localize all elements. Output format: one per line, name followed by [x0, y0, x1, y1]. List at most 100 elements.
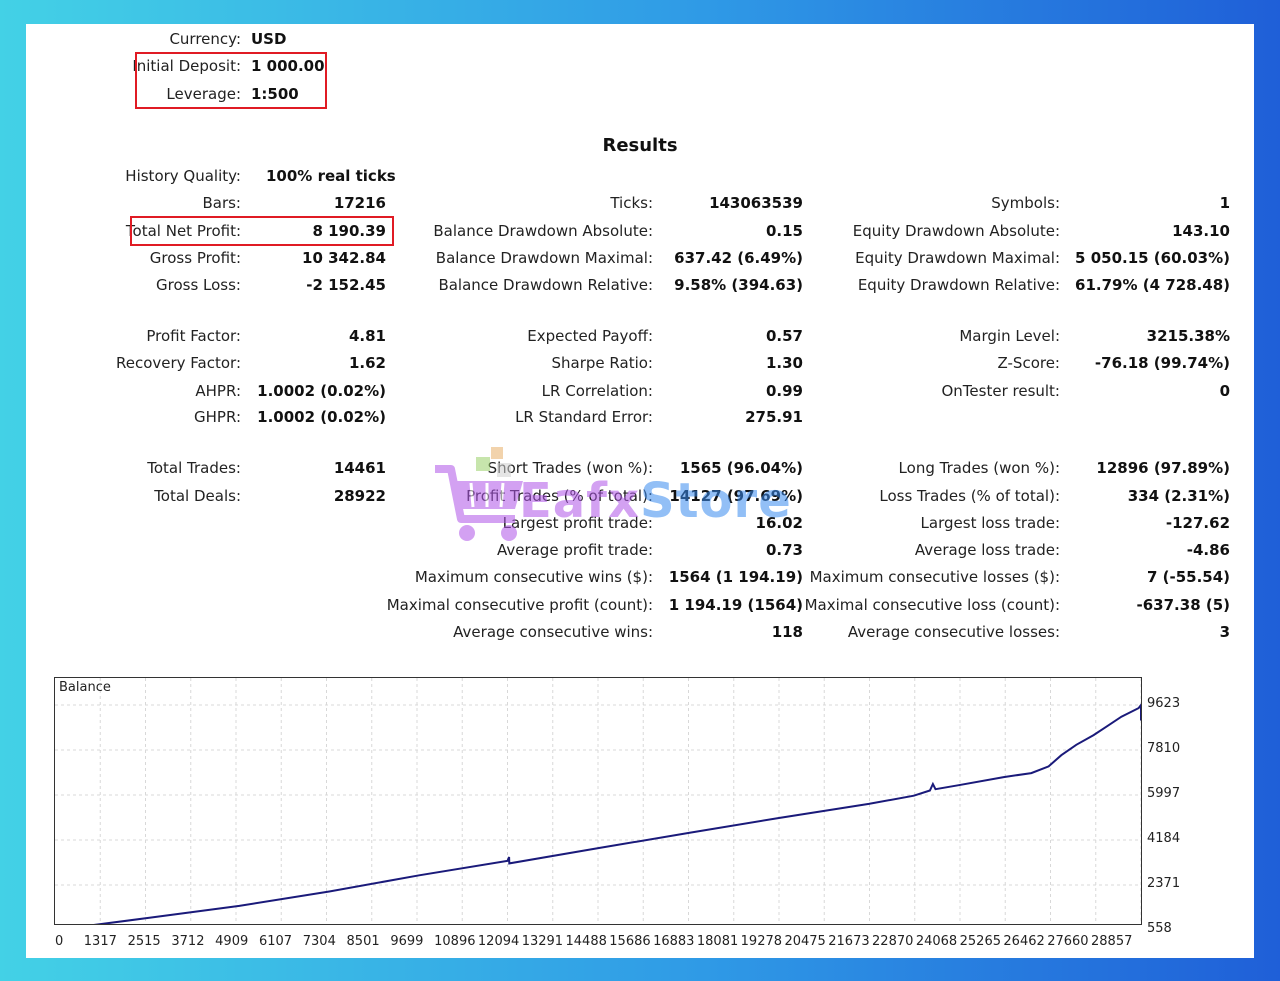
expected-payoff-value: 0.57 [765, 327, 803, 345]
recovery-factor-value: 1.62 [348, 354, 386, 372]
x-tick-label: 19278 [740, 934, 783, 949]
x-tick-label: 14488 [565, 934, 607, 949]
equity-dd-abs-value: 143.10 [1172, 222, 1230, 240]
y-tick-label: 9623 [1147, 696, 1181, 711]
report-panel: Currency: USD Initial Deposit: 1 000.00 … [26, 24, 1254, 958]
maximal-consec-profit-value: 1 194.19 (1564) [668, 596, 803, 614]
sharpe-ratio-label: Sharpe Ratio: [551, 354, 653, 372]
history-quality-value: 100% real ticks [266, 167, 396, 185]
x-tick-label: 9699 [390, 934, 424, 949]
balance-dd-abs-label: Balance Drawdown Absolute: [433, 222, 653, 240]
long-trades-label: Long Trades (won %): [898, 459, 1060, 477]
x-tick-label: 21673 [828, 934, 870, 949]
margin-level-value: 3215.38% [1146, 327, 1230, 345]
largest-loss-label: Largest loss trade: [920, 514, 1060, 532]
balance-dd-rel-value: 9.58% (394.63) [674, 276, 803, 294]
x-tick-label: 15686 [609, 934, 651, 949]
sharpe-ratio-value: 1.30 [765, 354, 803, 372]
average-profit-value: 0.73 [765, 541, 803, 559]
loss-trades-value: 334 (2.31%) [1127, 487, 1230, 505]
symbols-value: 1 [1219, 194, 1230, 212]
maximal-consec-loss-value: -637.38 (5) [1136, 596, 1230, 614]
avg-consec-wins-value: 118 [771, 623, 803, 641]
ontester-value: 0 [1219, 382, 1230, 400]
x-tick-label: 12094 [477, 934, 520, 949]
ticks-label: Ticks: [610, 194, 653, 212]
x-tick-label: 7304 [302, 934, 336, 949]
gross-profit-value: 10 342.84 [302, 249, 386, 267]
average-profit-label: Average profit trade: [496, 541, 653, 559]
x-tick-label: 16883 [653, 934, 695, 949]
lr-correlation-label: LR Correlation: [541, 382, 653, 400]
watermark-logo: EafxStore [431, 439, 871, 559]
average-loss-label: Average loss trade: [914, 541, 1060, 559]
total-deals-label: Total Deals: [154, 487, 241, 505]
max-consec-wins-value: 1564 (1 194.19) [668, 568, 803, 586]
currency-value: USD [251, 30, 287, 48]
x-tick-label: 22870 [872, 934, 914, 949]
balance-dd-max-value: 637.42 (6.49%) [674, 249, 803, 267]
x-tick-label: 8501 [346, 934, 380, 949]
total-trades-label: Total Trades: [147, 459, 241, 477]
z-score-label: Z-Score: [997, 354, 1061, 372]
balance-dd-max-label: Balance Drawdown Maximal: [435, 249, 653, 267]
symbols-label: Symbols: [991, 194, 1060, 212]
gross-profit-label: Gross Profit: [149, 249, 241, 267]
equity-dd-abs-label: Equity Drawdown Absolute: [852, 222, 1060, 240]
balance-dd-rel-label: Balance Drawdown Relative: [438, 276, 653, 294]
total-net-profit-label: Total Net Profit: [125, 222, 241, 240]
equity-dd-rel-value: 61.79% (4 728.48) [1075, 276, 1230, 294]
total-trades-value: 14461 [333, 459, 386, 477]
y-tick-label: 558 [1147, 921, 1172, 936]
x-tick-label: 24068 [915, 934, 958, 949]
profit-trades-value: 14127 (97.69%) [669, 487, 803, 505]
gross-loss-value: -2 152.45 [306, 276, 386, 294]
chart-title: Balance [59, 680, 111, 695]
x-tick-label: 27660 [1047, 934, 1089, 949]
ahpr-value: 1.0002 (0.02%) [257, 382, 386, 400]
y-tick-label: 5997 [1147, 786, 1181, 801]
equity-dd-max-value: 5 050.15 (60.03%) [1075, 249, 1230, 267]
average-loss-value: -4.86 [1186, 541, 1230, 559]
gross-loss-label: Gross Loss: [156, 276, 241, 294]
max-consec-losses-value: 7 (-55.54) [1146, 568, 1230, 586]
z-score-value: -76.18 (99.74%) [1094, 354, 1230, 372]
highlight-box-deposit [135, 52, 327, 109]
recovery-factor-label: Recovery Factor: [115, 354, 241, 372]
maximal-consec-loss-label: Maximal consecutive loss (count): [804, 596, 1060, 614]
lr-correlation-value: 0.99 [765, 382, 803, 400]
ahpr-label: AHPR: [195, 382, 241, 400]
total-deals-value: 28922 [333, 487, 386, 505]
y-tick-label: 2371 [1147, 876, 1181, 891]
bars-value: 17216 [333, 194, 386, 212]
leverage-value: 1:500 [251, 85, 299, 103]
loss-trades-label: Loss Trades (% of total): [879, 487, 1060, 505]
x-tick-label: 18081 [696, 934, 739, 949]
bars-label: Bars: [202, 194, 241, 212]
y-tick-label: 4184 [1147, 831, 1181, 846]
lr-std-error-value: 275.91 [745, 408, 803, 426]
equity-dd-max-label: Equity Drawdown Maximal: [855, 249, 1060, 267]
x-tick-label: 1317 [83, 934, 117, 949]
maximal-consec-profit-label: Maximal consecutive profit (count): [386, 596, 653, 614]
leverage-label: Leverage: [166, 85, 241, 103]
x-tick-label: 26462 [1003, 934, 1045, 949]
ghpr-label: GHPR: [194, 408, 241, 426]
balance-chart [54, 677, 1142, 931]
lr-std-error-label: LR Standard Error: [515, 408, 653, 426]
margin-level-label: Margin Level: [959, 327, 1060, 345]
x-tick-label: 10896 [434, 934, 476, 949]
short-trades-value: 1565 (96.04%) [679, 459, 803, 477]
profit-factor-label: Profit Factor: [146, 327, 241, 345]
profit-factor-value: 4.81 [348, 327, 386, 345]
long-trades-value: 12896 (97.89%) [1096, 459, 1230, 477]
largest-loss-value: -127.62 [1165, 514, 1230, 532]
initial-deposit-label: Initial Deposit: [132, 57, 241, 75]
highlight-box-net-profit [130, 216, 394, 246]
short-trades-label: Short Trades (won %): [487, 459, 653, 477]
x-tick-label: 20475 [784, 934, 826, 949]
avg-consec-losses-value: 3 [1219, 623, 1230, 641]
balance-line [54, 702, 1142, 931]
x-tick-label: 0 [55, 934, 64, 949]
max-consec-wins-label: Maximum consecutive wins ($): [414, 568, 653, 586]
